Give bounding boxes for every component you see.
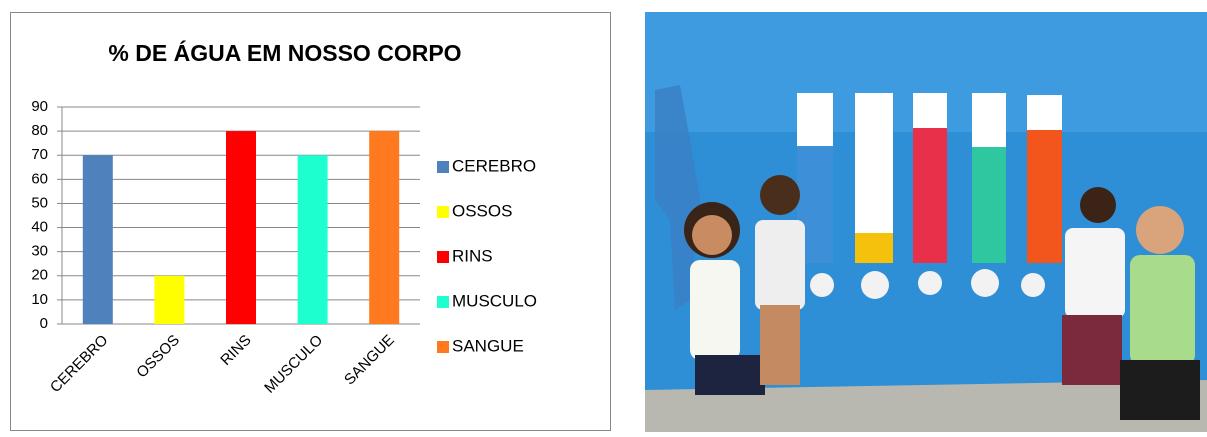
photo-child-head — [692, 215, 732, 255]
legend-label: OSSOS — [452, 201, 512, 220]
legend-label: MUSCULO — [452, 291, 537, 310]
y-tick-label: 20 — [31, 267, 48, 284]
photo — [645, 12, 1207, 432]
figure: % DE ÁGUA EM NOSSO CORPO — [0, 0, 1207, 432]
photo-organ — [1021, 273, 1045, 297]
photo-child-shorts — [1062, 315, 1122, 385]
photo-child-shorts — [695, 355, 765, 395]
bar — [83, 155, 113, 324]
legend-label: CEREBRO — [452, 156, 536, 175]
y-tick-label: 80 — [31, 122, 48, 139]
photo-child-shirt — [1130, 255, 1195, 365]
photo-organ — [918, 271, 942, 295]
y-tick-label: 50 — [31, 194, 48, 211]
photo-tube-fill — [855, 233, 893, 263]
y-tick-label: 60 — [31, 170, 48, 187]
photo-organ — [861, 271, 889, 299]
y-tick-label: 30 — [31, 243, 48, 260]
photo-child-shirt — [1065, 228, 1125, 318]
bar — [369, 131, 399, 324]
photo-child-head — [1136, 206, 1184, 254]
legend-swatch — [437, 206, 449, 218]
bar — [226, 131, 256, 324]
y-tick-label: 0 — [40, 315, 48, 332]
photo-organ — [810, 273, 834, 297]
photo-child-shirt — [755, 220, 805, 310]
y-tick-label: 40 — [31, 219, 48, 236]
legend-label: SANGUE — [452, 336, 524, 355]
photo-tube-fill — [1027, 130, 1062, 263]
chart-title: % DE ÁGUA EM NOSSO CORPO — [108, 39, 461, 66]
y-tick-label: 70 — [31, 146, 48, 163]
photo-child-shirt — [690, 260, 740, 360]
legend-label: RINS — [452, 246, 493, 265]
y-tick-label: 90 — [31, 98, 48, 115]
y-tick-label: 10 — [31, 291, 48, 308]
bar — [298, 155, 328, 324]
legend-swatch — [437, 251, 449, 263]
legend-swatch — [437, 341, 449, 353]
photo-tube-fill — [972, 147, 1006, 263]
photo-child-shorts — [1120, 360, 1200, 420]
bar — [154, 276, 184, 324]
photo-organ — [971, 269, 999, 297]
page: {"chart_data": {"type": "bar", "title": … — [0, 0, 1207, 432]
photo-tube-fill — [913, 128, 947, 263]
photo-child-hair — [760, 175, 800, 215]
photo-child-head — [1080, 187, 1116, 223]
legend-swatch — [437, 161, 449, 173]
photo-child-legs — [760, 305, 800, 385]
legend-swatch — [437, 296, 449, 308]
